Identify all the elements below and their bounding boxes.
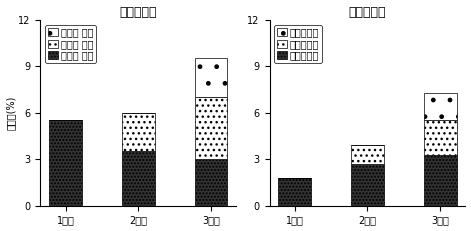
Bar (122, 113, 155, 152)
Bar (424, 155, 456, 206)
Bar (195, 58, 227, 97)
Y-axis label: 吸収率(%): 吸収率(%) (6, 96, 16, 130)
Bar (351, 164, 384, 206)
Title: 牛ふん堆肂: 牛ふん堆肂 (349, 6, 386, 18)
Bar (424, 121, 456, 155)
Title: 稲わら堆肂: 稲わら堆肂 (120, 6, 157, 18)
Legend: ３作目 施用, ２作目 施用, １作目 施用: ３作目 施用, ２作目 施用, １作目 施用 (45, 24, 96, 63)
Legend: ３作目施用, ２作目施用, １作目施用: ３作目施用, ２作目施用, １作目施用 (275, 24, 322, 63)
Bar (195, 159, 227, 206)
Bar (351, 145, 384, 164)
Bar (122, 152, 155, 206)
Bar (424, 93, 456, 121)
Bar (278, 178, 311, 206)
Bar (195, 97, 227, 159)
Bar (49, 121, 82, 206)
